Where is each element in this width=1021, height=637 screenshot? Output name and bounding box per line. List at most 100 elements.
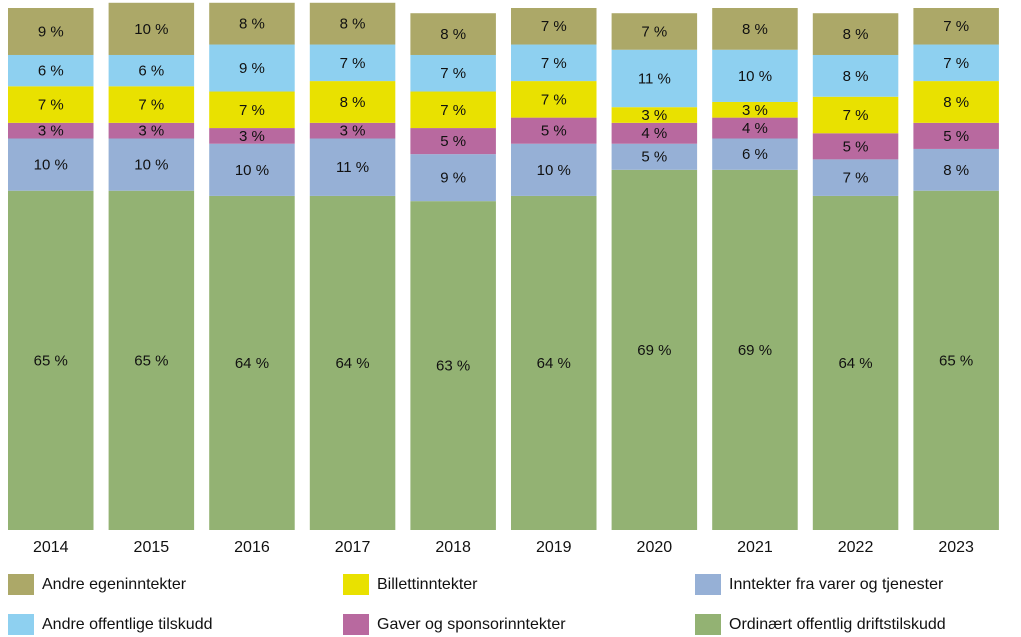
bar-segment xyxy=(812,159,899,196)
data-label: 8 % xyxy=(239,16,265,33)
data-label: 7 % xyxy=(843,170,869,187)
data-label: 6 % xyxy=(138,63,164,80)
bar-segment xyxy=(8,8,94,55)
x-tick-label: 2022 xyxy=(838,539,874,556)
data-label: 7 % xyxy=(38,97,64,114)
bar-segment xyxy=(309,44,396,82)
bar-segment xyxy=(309,122,396,139)
data-label: 9 % xyxy=(38,23,64,40)
x-tick-label: 2017 xyxy=(335,539,371,556)
data-label: 63 % xyxy=(436,358,470,375)
data-label: 10 % xyxy=(235,162,269,179)
x-tick-label: 2015 xyxy=(134,539,170,556)
data-label: 5 % xyxy=(843,138,869,155)
bar-segment xyxy=(511,44,597,82)
data-label: 64 % xyxy=(335,355,369,372)
data-label: 7 % xyxy=(943,55,969,72)
bar-segment xyxy=(511,81,597,118)
data-label: 7 % xyxy=(641,23,667,40)
data-label: 7 % xyxy=(943,18,969,35)
bar-segment xyxy=(812,96,899,134)
legend-swatch xyxy=(8,614,34,635)
bar-segment xyxy=(8,54,94,87)
data-label: 9 % xyxy=(440,170,466,187)
x-tick-label: 2020 xyxy=(637,539,673,556)
bar-segment xyxy=(913,122,999,149)
legend-label: Ordinært offentlig driftstilskudd xyxy=(729,616,946,633)
bar-segment xyxy=(913,81,999,123)
data-label: 10 % xyxy=(537,162,571,179)
bar-segment xyxy=(410,13,496,55)
data-label: 8 % xyxy=(843,26,869,43)
bar-segment xyxy=(913,44,999,82)
bar-segment xyxy=(209,195,295,531)
data-label: 64 % xyxy=(838,355,872,372)
data-label: 3 % xyxy=(340,123,366,140)
data-label: 10 % xyxy=(738,68,772,85)
bar-segment xyxy=(410,154,496,202)
data-label: 8 % xyxy=(943,162,969,179)
bar-segment xyxy=(712,8,798,50)
bar-segment xyxy=(309,195,396,531)
data-label: 5 % xyxy=(541,123,567,140)
bar-segment xyxy=(209,91,295,129)
x-tick-label: 2016 xyxy=(234,539,270,556)
bar-segment xyxy=(712,101,798,118)
data-label: 8 % xyxy=(440,26,466,43)
data-label: 69 % xyxy=(738,342,772,359)
data-label: 5 % xyxy=(943,128,969,145)
data-label: 65 % xyxy=(939,352,973,369)
x-tick-label: 2014 xyxy=(33,539,69,556)
bar-segment xyxy=(209,128,295,144)
data-label: 7 % xyxy=(440,65,466,82)
bar-segment xyxy=(712,169,798,530)
bar-segment xyxy=(108,122,195,139)
bar-segment xyxy=(8,190,94,530)
x-tick-label: 2018 xyxy=(435,539,471,556)
bar-segment xyxy=(812,133,899,160)
bar-segment xyxy=(511,143,597,196)
bar-segment xyxy=(410,201,496,530)
bar-segment xyxy=(812,13,899,55)
data-label: 3 % xyxy=(239,128,265,145)
data-label: 7 % xyxy=(541,91,567,108)
legend-label: Inntekter fra varer og tjenester xyxy=(729,576,944,593)
bar-segment xyxy=(812,195,899,531)
legend-swatch xyxy=(695,574,721,595)
bar-segment xyxy=(913,190,999,530)
bar-segment xyxy=(108,54,195,87)
legend-swatch xyxy=(695,614,721,635)
data-label: 65 % xyxy=(34,352,68,369)
data-label: 11 % xyxy=(336,159,369,176)
bar-segment xyxy=(8,86,94,123)
data-label: 7 % xyxy=(440,102,466,119)
legend-swatch xyxy=(8,574,34,595)
data-label: 7 % xyxy=(340,55,366,72)
data-label: 7 % xyxy=(541,55,567,72)
data-label: 8 % xyxy=(340,16,366,33)
data-label: 8 % xyxy=(742,21,768,38)
bar-segment xyxy=(410,128,496,155)
data-label: 7 % xyxy=(843,107,869,124)
bar-segment xyxy=(611,49,698,108)
x-tick-label: 2023 xyxy=(938,539,974,556)
x-tick-label: 2019 xyxy=(536,539,572,556)
bar-segment xyxy=(108,86,195,123)
legend-label: Andre offentlige tilskudd xyxy=(42,616,212,633)
data-label: 7 % xyxy=(541,18,567,35)
data-label: 7 % xyxy=(138,97,164,114)
bar-segment xyxy=(309,2,396,45)
bar-segment xyxy=(712,138,798,170)
bar-segment xyxy=(8,122,94,139)
data-label: 65 % xyxy=(134,352,168,369)
data-label: 4 % xyxy=(641,125,667,142)
bar-segment xyxy=(611,122,698,144)
bar-segment xyxy=(108,2,195,55)
bar-segment xyxy=(108,190,195,530)
legend-label: Billettinntekter xyxy=(377,576,478,593)
data-label: 8 % xyxy=(340,94,366,111)
data-label: 6 % xyxy=(38,63,64,80)
bar-segment xyxy=(712,117,798,139)
data-label: 4 % xyxy=(742,120,768,137)
